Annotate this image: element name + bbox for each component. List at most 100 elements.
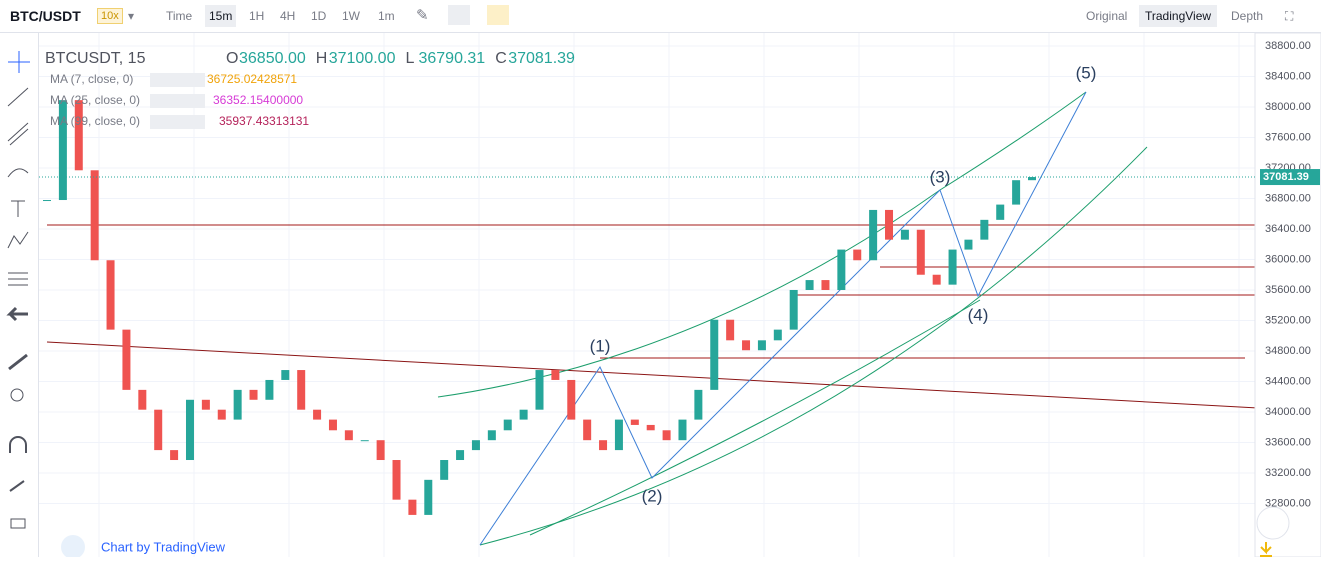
candle [869,209,878,261]
candle [980,219,989,240]
interval[interactable]: 4H [280,9,296,23]
view-tab[interactable]: TradingView [1139,5,1218,27]
draw-icon[interactable]: ✎ [416,7,429,24]
y-tick-label: 38000.00 [1265,101,1311,113]
y-tick-label: 33600.00 [1265,436,1311,448]
ohlc-value: 37100.00 [329,50,396,67]
pattern-tool[interactable] [7,231,29,249]
drawing-toolbar [0,33,39,557]
y-tick-label: 34000.00 [1265,406,1311,418]
prediction-tool[interactable] [8,272,28,286]
interval[interactable]: 15m [205,5,237,27]
candle [567,379,576,420]
candle [392,460,401,500]
candle [376,440,385,461]
candle [932,274,941,285]
candle [43,200,51,202]
ruler-tool[interactable] [8,353,28,371]
leverage[interactable]: 10x [97,8,123,24]
candle [964,239,973,250]
last-price-label: 37081.39 [1263,171,1309,183]
candle [344,430,353,441]
candle [837,249,846,290]
trend-line [46,341,1259,409]
fib-tool[interactable] [7,122,29,146]
interval[interactable]: 1D [311,9,327,23]
view-tab[interactable]: Original [1086,9,1128,23]
price-axis [1254,33,1321,557]
layout-icon[interactable] [487,5,509,25]
scroll-icon [1260,542,1272,557]
candle [599,440,608,451]
candle [630,419,639,425]
candle [678,419,687,441]
footer-logo [61,535,85,557]
candle [710,319,719,390]
y-tick-label: 35200.00 [1265,314,1311,326]
text-tool[interactable] [11,200,25,217]
y-tick-label: 38800.00 [1265,40,1311,52]
channel-upper [437,91,1087,398]
wave-label: (1) [590,336,611,355]
candle [885,209,894,240]
y-tick-label: 34800.00 [1265,345,1311,357]
magnet-tool[interactable] [9,436,27,453]
candle [519,409,528,420]
ohlc-value: 36790.31 [418,50,485,67]
candle [265,379,274,400]
candle [249,389,258,400]
y-tick-label: 36400.00 [1265,223,1311,235]
channel-lower [479,146,1148,546]
y-tick-label: 36800.00 [1265,192,1311,204]
ohlc-key: H [316,50,328,67]
brush-tool[interactable] [7,168,29,178]
last-price-tag [1260,169,1320,186]
view-tab[interactable]: Depth [1231,9,1264,23]
cursor-tool[interactable] [8,51,30,73]
interval[interactable]: Time [166,9,193,23]
candle [138,389,147,410]
candle [201,399,210,410]
candle [170,450,179,461]
zoom-tool[interactable] [10,388,24,402]
ohlc-key: C [495,50,507,67]
settings-icon[interactable] [448,5,470,25]
candle [456,450,465,461]
grid [39,33,1255,557]
candle [900,229,909,240]
candle [742,340,751,351]
lock-tool[interactable] [10,518,26,529]
candle [821,280,830,290]
interval[interactable]: 1H [249,9,265,23]
candle [106,260,115,330]
wave-label: (5) [1076,63,1097,82]
candle [122,329,131,390]
ma-buttons [150,115,205,129]
candle [74,100,83,171]
back-tool[interactable] [6,306,28,322]
ma-name: MA (7, close, 0) [50,72,133,86]
candle [233,389,242,420]
lock-draw-tool[interactable] [9,480,25,492]
candle [996,204,1005,220]
candle [948,249,957,285]
symbol[interactable]: BTC/USDT [10,8,81,24]
scroll-button[interactable] [1256,506,1290,540]
candle [471,440,480,451]
wave-label: (4) [968,305,989,324]
channel-mid [529,299,981,536]
ohlc-value: 37081.39 [508,50,575,67]
interval[interactable]: 1W [342,9,360,23]
y-tick-label: 33200.00 [1265,467,1311,479]
trend-tool[interactable] [7,87,29,107]
fullscreen[interactable]: ⛶ [1285,9,1294,23]
dropdown[interactable]: ▾ [128,9,135,23]
candle [789,289,798,330]
ma-name: MA (99, close, 0) [50,114,140,128]
tool-icons [6,51,30,529]
y-tick-label: 35600.00 [1265,284,1311,296]
candle [1028,177,1036,181]
candle [805,280,814,290]
candle [726,319,735,341]
interval[interactable]: 1m [378,9,395,23]
